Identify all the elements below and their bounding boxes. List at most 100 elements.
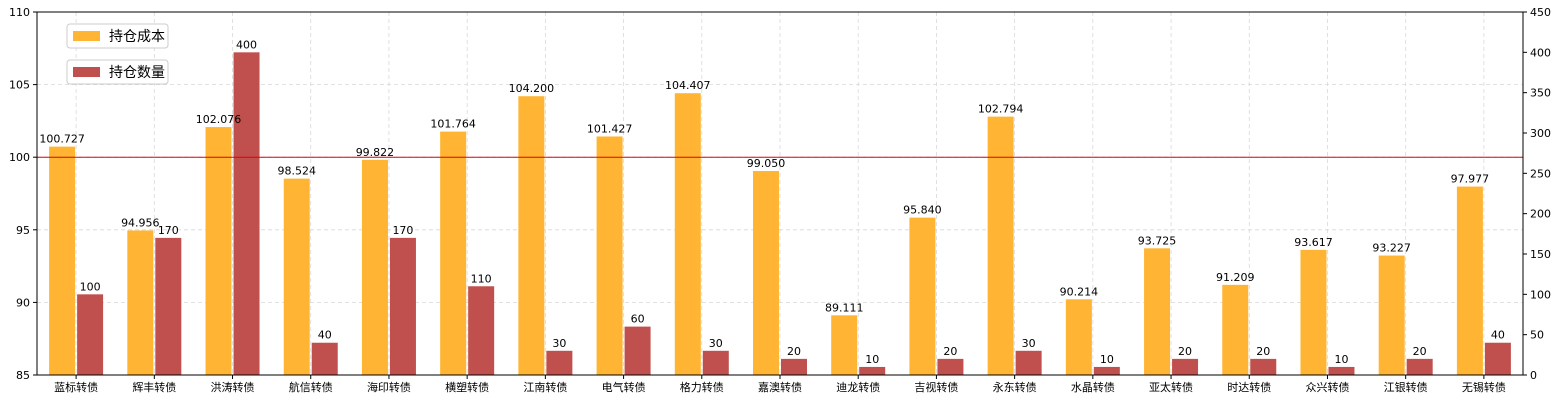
x-tick-label: 迪龙转债	[836, 380, 880, 394]
bar-cost	[1456, 186, 1483, 375]
bar-quantity	[546, 350, 573, 375]
legend-swatch	[73, 67, 100, 77]
data-label-cost: 102.076	[196, 113, 242, 126]
legend-swatch	[73, 31, 100, 41]
y-left-tick-label: 100	[9, 151, 30, 164]
bar-cost	[909, 217, 936, 375]
data-label-quantity: 30	[709, 337, 723, 350]
y-right-tick-label: 400	[1530, 46, 1551, 59]
x-tick-label: 嘉澳转债	[758, 380, 802, 394]
bar-quantity	[468, 286, 495, 375]
bar-quantity	[1172, 358, 1199, 375]
data-label-quantity: 20	[1178, 345, 1192, 358]
bar-cost	[440, 131, 467, 375]
bar-quantity	[859, 366, 886, 375]
legend-frame	[66, 59, 169, 85]
data-label-quantity: 100	[80, 280, 101, 293]
axes: 蓝标转债 辉丰转债 洪涛转债 航信转债 海印转债 横塑转债 江南转债 电气转债 格力转债 嘉澳转债…	[9, 6, 1551, 394]
data-label-cost: 101.427	[587, 122, 633, 135]
y-right-tick-label: 250	[1530, 167, 1551, 180]
legend-label: 持仓数量	[109, 65, 165, 81]
bar-quantity	[77, 294, 104, 375]
x-tick-label: 众兴转债	[1305, 380, 1349, 394]
bars	[49, 52, 1511, 376]
y-right-tick-label: 100	[1530, 288, 1551, 301]
data-label-cost: 89.111	[825, 301, 864, 314]
data-label-cost: 104.200	[509, 82, 555, 95]
x-tick-label: 电气转债	[602, 380, 646, 394]
y-right-tick-label: 200	[1530, 208, 1551, 221]
data-label-cost: 90.214	[1060, 285, 1099, 298]
bar-quantity	[1093, 366, 1120, 375]
x-tick-label: 吉视转债	[914, 380, 958, 394]
data-label-cost: 91.209	[1216, 271, 1255, 284]
y-right-tick-label: 350	[1530, 87, 1551, 100]
data-label-cost: 102.794	[978, 103, 1024, 116]
bar-quantity	[1406, 358, 1433, 375]
data-label-cost: 94.956	[121, 216, 160, 229]
y-right-tick-label: 50	[1530, 329, 1544, 342]
data-label-quantity: 170	[392, 224, 413, 237]
bar-cost	[1065, 299, 1092, 375]
bar-cost	[49, 146, 76, 375]
bar-cost	[127, 230, 154, 375]
grid	[37, 11, 1523, 376]
data-label-cost: 104.407	[665, 79, 711, 92]
data-label-quantity: 40	[318, 329, 332, 342]
y-right-tick-label: 300	[1530, 127, 1551, 140]
bar-quantity	[1328, 366, 1355, 375]
legend-item: 持仓数量	[66, 59, 169, 85]
bar-quantity	[1484, 342, 1511, 375]
data-label-cost: 98.524	[277, 165, 316, 178]
x-tick-label: 海印转债	[367, 380, 411, 394]
data-label-quantity: 30	[552, 337, 566, 350]
bar-cost	[753, 170, 779, 375]
data-label-cost: 93.227	[1372, 242, 1411, 255]
bar-quantity	[624, 326, 651, 375]
x-tick-label: 时达转债	[1227, 380, 1271, 394]
legend-item: 持仓成本	[66, 23, 169, 49]
y-left-tick-label: 110	[9, 6, 30, 19]
bar-cost	[674, 93, 701, 375]
bar-quantity	[781, 358, 807, 375]
bar-quantity	[155, 237, 182, 375]
x-tick-label: 永东转债	[993, 380, 1037, 394]
data-label-cost: 95.840	[903, 204, 942, 217]
y-right-tick-label: 0	[1530, 369, 1537, 382]
y-left-tick-label: 95	[16, 224, 30, 237]
y-left-tick-label: 105	[9, 79, 30, 92]
data-label-quantity: 20	[1413, 345, 1427, 358]
bar-cost	[1144, 248, 1171, 375]
data-label-cost: 100.727	[39, 133, 85, 146]
data-label-quantity: 170	[158, 224, 179, 237]
data-labels: 100.72710094.956170102.07640098.5244099.…	[39, 38, 1505, 366]
x-tick-label: 辉丰转债	[132, 380, 176, 394]
data-label-quantity: 40	[1491, 329, 1505, 342]
data-label-quantity: 10	[1334, 353, 1348, 366]
x-tick-label: 蓝标转债	[54, 380, 98, 394]
y-right-tick-label: 150	[1530, 248, 1551, 261]
y-left-tick-label: 85	[16, 369, 30, 382]
x-tick-label: 洪涛转债	[211, 380, 255, 394]
legend-frame	[66, 23, 169, 49]
plot-frame	[36, 11, 1524, 376]
bar-quantity	[702, 350, 729, 375]
data-label-quantity: 20	[787, 345, 801, 358]
x-tick-label: 无锡转债	[1462, 380, 1506, 394]
bar-cost	[596, 136, 623, 375]
bar-cost	[1222, 284, 1249, 375]
bar-cost	[361, 159, 388, 375]
bar-quantity	[311, 342, 338, 375]
data-label-quantity: 20	[1256, 345, 1270, 358]
y-left-tick-label: 90	[16, 296, 30, 309]
x-tick-label: 江南转债	[523, 380, 567, 394]
y-right-tick-label: 450	[1530, 6, 1551, 19]
bar-cost	[1300, 249, 1327, 375]
x-tick-label: 江银转债	[1384, 380, 1428, 394]
bar-cost	[518, 96, 545, 375]
data-label-quantity: 10	[865, 353, 879, 366]
data-label-quantity: 400	[236, 38, 257, 51]
bar-cost	[987, 116, 1014, 376]
